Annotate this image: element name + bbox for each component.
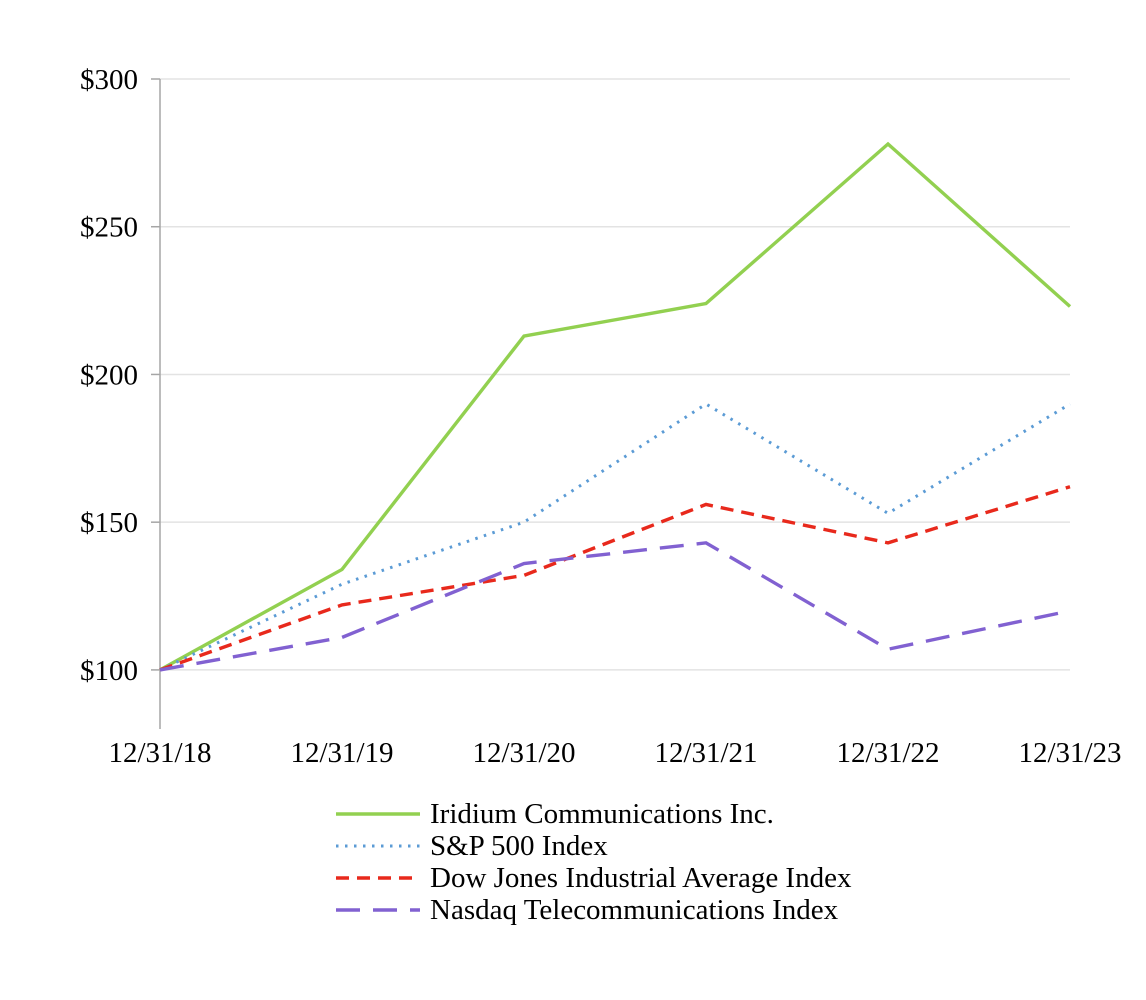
series-line-2 xyxy=(159,485,1071,672)
legend-dashed-line-icon xyxy=(336,876,420,880)
series-line-0 xyxy=(159,141,1072,672)
legend-label-iridium: Iridium Communications Inc. xyxy=(430,798,774,830)
y-axis-label: $150 xyxy=(80,507,138,539)
legend-label-nasdaq-telecom: Nasdaq Telecommunications Index xyxy=(430,894,839,926)
series-line-3 xyxy=(159,541,1071,672)
y-axis-label: $300 xyxy=(80,64,138,96)
x-axis-label: 12/31/18 xyxy=(108,737,211,769)
x-axis-label: 12/31/23 xyxy=(1018,737,1121,769)
legend-item-dow-jones: Dow Jones Industrial Average Index xyxy=(335,862,851,894)
y-axis-label: $250 xyxy=(80,212,138,244)
legend-long-dash-line-icon xyxy=(336,908,420,912)
x-axis-label: 12/31/20 xyxy=(472,737,575,769)
series-line-1 xyxy=(159,402,1071,672)
legend-item-sp500: S&P 500 Index xyxy=(335,830,851,862)
y-axis-label: $200 xyxy=(80,359,138,391)
legend-label-dow-jones: Dow Jones Industrial Average Index xyxy=(430,862,852,894)
legend-dotted-line-icon xyxy=(336,844,420,848)
legend-item-iridium: Iridium Communications Inc. xyxy=(335,798,851,830)
legend-solid-line-icon xyxy=(336,812,420,816)
legend-label-sp500: S&P 500 Index xyxy=(430,830,608,862)
x-axis-label: 12/31/22 xyxy=(836,737,939,769)
legend-item-nasdaq-telecom: Nasdaq Telecommunications Index xyxy=(335,894,851,926)
chart-legend: Iridium Communications Inc. S&P 500 Inde… xyxy=(335,798,851,926)
x-axis-label: 12/31/19 xyxy=(290,737,393,769)
y-axis-label: $100 xyxy=(80,655,138,687)
x-axis-label: 12/31/21 xyxy=(654,737,757,769)
